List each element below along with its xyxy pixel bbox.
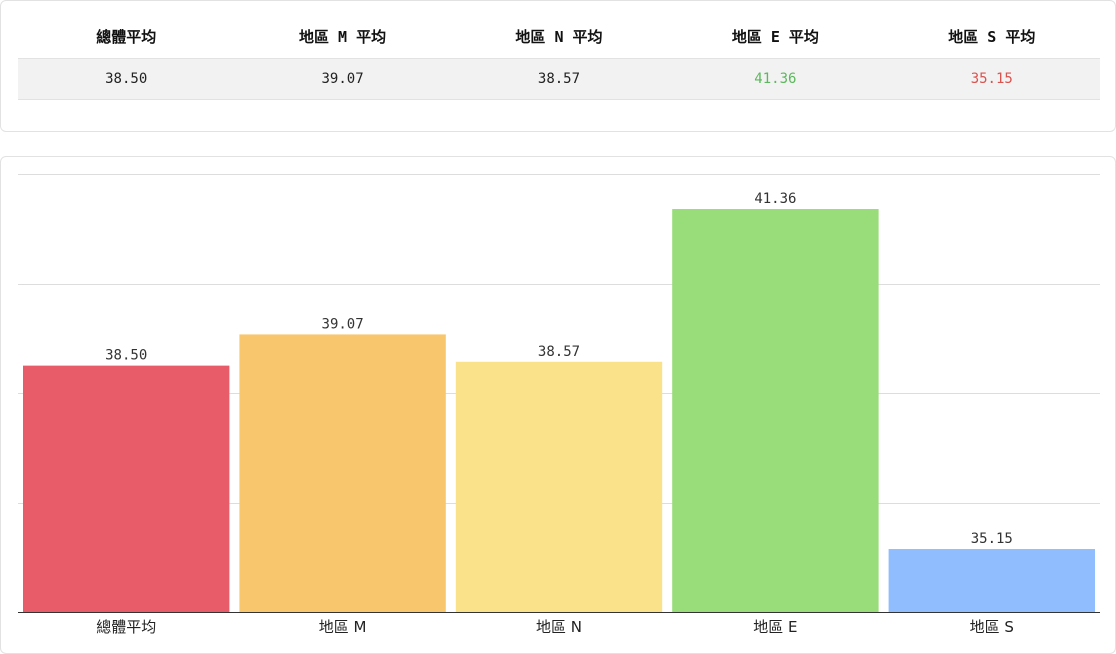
bar <box>455 361 663 612</box>
value-region-n-average: 38.57 <box>450 58 668 100</box>
header-region-n-average: 地區 N 平均 <box>450 15 668 59</box>
x-tick-label: 地區 S <box>970 618 1014 636</box>
bar-value-label: 35.15 <box>971 531 1013 547</box>
bar-value-label: 41.36 <box>754 191 796 207</box>
bar <box>672 209 879 612</box>
bar <box>23 365 230 612</box>
header-region-e-average: 地區 E 平均 <box>667 15 884 59</box>
x-tick-label: 地區 E <box>753 618 797 636</box>
bar-value-label: 38.57 <box>538 344 580 360</box>
header-region-m-average: 地區 M 平均 <box>234 15 451 59</box>
bar-chart: 38.50 總體平均 39.07 地區 M 38.57 地區 N 41.36 地區 E 35.1… <box>18 174 1100 636</box>
value-region-e-average: 41.36 <box>667 58 884 100</box>
header-region-s-average: 地區 S 平均 <box>883 15 1100 59</box>
bar-value-label: 39.07 <box>322 316 364 332</box>
x-tick-label: 地區 M <box>319 618 367 636</box>
value-region-s-average: 35.15 <box>883 58 1100 100</box>
x-tick-label: 總體平均 <box>96 618 156 636</box>
summary-header-row: 總體平均 地區 M 平均 地區 N 平均 地區 E 平均 地區 S 平均 <box>18 15 1100 59</box>
bar-chart-card: 38.50 總體平均 39.07 地區 M 38.57 地區 N 41.36 地區 E 35.1… <box>0 156 1116 654</box>
summary-table: 總體平均 地區 M 平均 地區 N 平均 地區 E 平均 地區 S 平均 38.… <box>18 15 1100 100</box>
bar <box>239 334 446 612</box>
value-overall-average: 38.50 <box>18 58 235 100</box>
summary-table-card: 總體平均 地區 M 平均 地區 N 平均 地區 E 平均 地區 S 平均 38.… <box>0 0 1116 132</box>
bar <box>888 549 1095 612</box>
summary-value-row: 38.50 39.07 38.57 41.36 35.15 <box>18 58 1100 100</box>
bar-value-label: 38.50 <box>105 348 147 364</box>
header-overall-average: 總體平均 <box>18 15 235 59</box>
value-region-m-average: 39.07 <box>234 58 451 100</box>
x-tick-label: 地區 N <box>536 618 582 636</box>
